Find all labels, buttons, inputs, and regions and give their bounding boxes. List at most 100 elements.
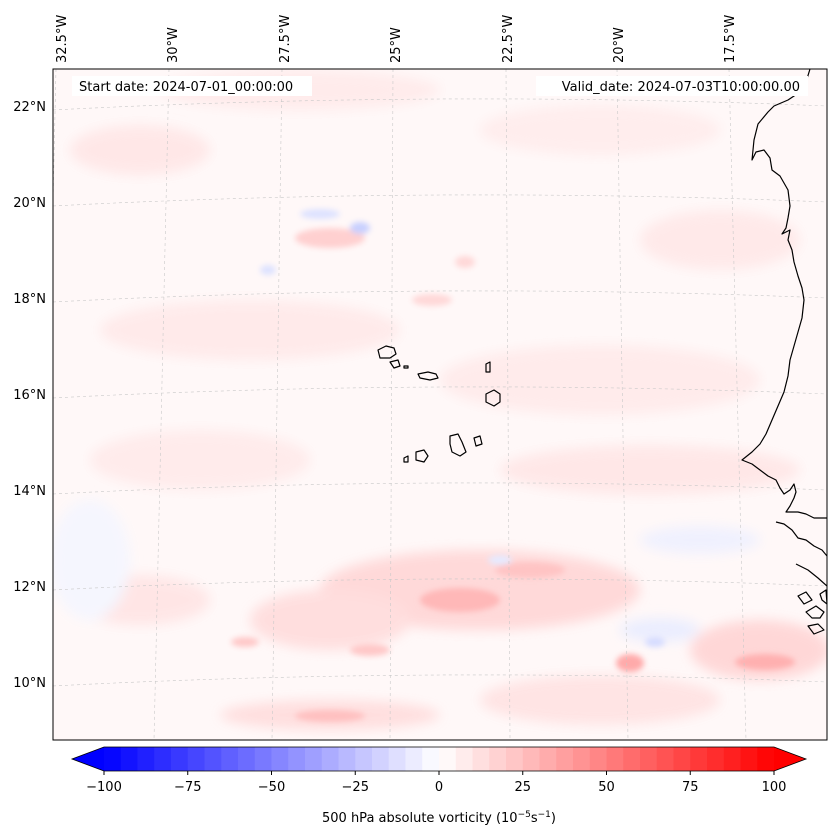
colorbar-tick-label: 100 <box>762 780 787 795</box>
colorbar-cell <box>472 747 490 771</box>
bijagos-island <box>797 591 813 605</box>
meridian-line <box>505 69 511 740</box>
lat-label: 20°N <box>13 196 46 211</box>
colorbar-tick-label: 0 <box>435 780 443 795</box>
colorbar-tick-label: −50 <box>258 780 285 795</box>
lat-label: 18°N <box>13 292 46 307</box>
bijagos-island <box>807 623 825 635</box>
coastline-guinea <box>775 521 827 557</box>
colorbar-cell <box>506 747 524 771</box>
colorbar-cell <box>707 747 725 771</box>
fogo-island <box>415 449 429 463</box>
colorbar-max-extend-arrow <box>774 747 806 771</box>
coastline-bissau <box>795 563 827 587</box>
colorbar-ticks: −100 −75 −50 −25 0 25 50 75 100 <box>86 771 786 795</box>
lat-label: 22°N <box>13 100 46 115</box>
meridian-line <box>271 69 283 740</box>
sao-vicente-island <box>389 359 401 369</box>
longitude-labels: 32.5°W 30°W 27.5°W 25°W 22.5°W 20°W 17.5… <box>55 15 738 63</box>
bijagos-island <box>805 605 825 619</box>
lon-label: 25°W <box>389 27 404 63</box>
colorbar-cell <box>388 747 406 771</box>
colorbar-cell <box>606 747 624 771</box>
colorbar-cell <box>104 747 122 771</box>
colorbar-title: 500 hPa absolute vorticity (10−5s−1) <box>322 810 556 826</box>
colorbar-cell <box>238 747 256 771</box>
boa-vista-island <box>485 389 501 407</box>
parallel-line <box>53 386 827 399</box>
colorbar-cell <box>154 747 172 771</box>
colorbar-tick-label: −75 <box>174 780 201 795</box>
parallel-line <box>53 674 827 687</box>
lon-label: 30°W <box>166 27 181 63</box>
bijagos-island <box>819 589 827 605</box>
colorbar-cell <box>690 747 708 771</box>
parallel-line <box>53 98 827 111</box>
santo-antao-island <box>377 345 397 359</box>
colorbar-cells <box>104 747 775 771</box>
colorbar-cell <box>573 747 591 771</box>
colorbar-title-text: 500 hPa absolute vorticity (10 <box>322 811 518 826</box>
lon-label: 20°W <box>612 27 627 63</box>
african-coastline <box>741 69 827 519</box>
colorbar-cell <box>288 747 306 771</box>
latitude-labels: 22°N 20°N 18°N 16°N 14°N 12°N 10°N <box>13 100 46 691</box>
colorbar-cell <box>204 747 222 771</box>
lon-label: 17.5°W <box>723 15 738 63</box>
meridian-line <box>153 69 170 740</box>
colorbar-cell <box>321 747 339 771</box>
colorbar-tick-label: 75 <box>682 780 699 795</box>
colorbar-tick-label: 50 <box>598 780 615 795</box>
coastlines <box>377 69 827 635</box>
colorbar-min-extend-arrow <box>72 747 104 771</box>
colorbar-cell <box>187 747 205 771</box>
colorbar-title-close: ) <box>551 811 556 826</box>
colorbar-cell <box>640 747 658 771</box>
colorbar-cell <box>271 747 289 771</box>
maio-island <box>473 435 483 447</box>
map-panel: Start date: 2024-07-01_00:00:00 Valid_da… <box>52 68 828 741</box>
colorbar-cell <box>338 747 356 771</box>
valid-date-box <box>536 76 808 96</box>
meridian-line <box>616 69 629 740</box>
colorbar-cell <box>221 747 239 771</box>
colorbar-cell <box>120 747 138 771</box>
santiago-island <box>449 433 467 457</box>
colorbar-cell <box>422 747 440 771</box>
colorbar-tick-label: −100 <box>86 780 122 795</box>
colorbar-tick-label: −25 <box>342 780 369 795</box>
brava-island <box>403 455 409 463</box>
colorbar-cell <box>673 747 691 771</box>
colorbar-cell <box>623 747 641 771</box>
colorbar-cell <box>539 747 557 771</box>
colorbar-cell <box>455 747 473 771</box>
map-frame <box>52 68 828 741</box>
meridian-line <box>389 69 394 740</box>
lat-label: 16°N <box>13 388 46 403</box>
meridian-line <box>728 69 747 740</box>
start-date-label: Start date: 2024-07-01_00:00:00 <box>79 80 293 95</box>
lat-label: 10°N <box>13 676 46 691</box>
start-date-box <box>72 76 312 96</box>
sao-nicolau-island <box>417 371 439 381</box>
lon-label: 27.5°W <box>278 15 293 63</box>
colorbar-cell <box>757 747 775 771</box>
parallel-line <box>53 482 827 495</box>
parallel-line <box>53 194 827 207</box>
colorbar-cell <box>656 747 674 771</box>
colorbar-cell <box>372 747 390 771</box>
colorbar-cell <box>740 747 758 771</box>
colorbar-title-exponent: −5 <box>518 810 531 820</box>
colorbar-tick-label: 25 <box>514 780 531 795</box>
colorbar: −100 −75 −50 −25 0 25 50 75 100 500 hPa … <box>70 746 808 826</box>
colorbar-cell <box>589 747 607 771</box>
colorbar-cell <box>439 747 457 771</box>
valid-date-label: Valid_date: 2024-07-03T10:00:00.00 <box>562 80 800 95</box>
santa-luzia-island <box>403 365 409 369</box>
colorbar-cell <box>137 747 155 771</box>
colorbar-title-unit: s <box>531 811 538 826</box>
colorbar-cell <box>171 747 189 771</box>
parallel-line <box>53 578 827 591</box>
sal-island <box>485 361 491 373</box>
